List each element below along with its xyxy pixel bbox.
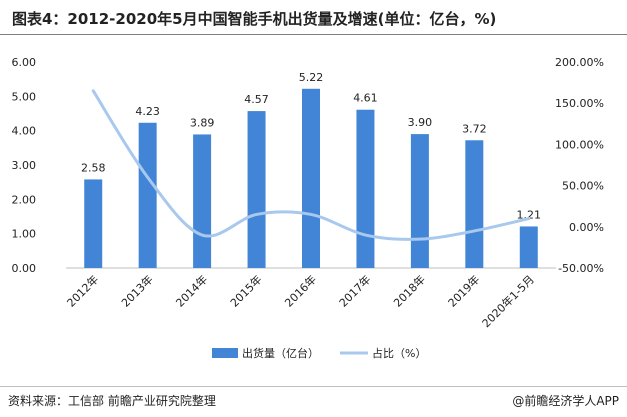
category-label: 2012年 (64, 272, 101, 309)
category-label: 2015年 (227, 272, 264, 309)
share-line (91, 89, 531, 241)
footer-divider (0, 386, 627, 387)
legend-swatch-shipments (212, 348, 238, 358)
bar (519, 226, 538, 268)
bar-value-label: 3.90 (408, 116, 433, 129)
category-label: 2014年 (173, 272, 210, 309)
right-axis-tick-label: 200.00% (555, 56, 604, 69)
legend-label-share: 占比（%） (372, 346, 426, 360)
bar-value-label: 4.57 (244, 93, 269, 106)
right-axis-tick-label: 0.00% (569, 221, 604, 234)
bar-value-label: 5.22 (299, 71, 324, 84)
brand-credit: @前瞻经济学人APP (512, 394, 619, 408)
right-axis-tick-label: 50.00% (562, 180, 604, 193)
left-axis-tick-label: 0.00 (12, 262, 37, 275)
source-note: 资料来源：工信部 前瞻产业研究院整理 (8, 394, 216, 408)
category-label: 2017年 (336, 272, 373, 309)
title-divider (0, 34, 627, 35)
left-axis-tick-label: 1.00 (12, 228, 37, 241)
bar-value-label: 4.23 (135, 105, 160, 118)
right-axis-tick-label: -50.00% (558, 262, 604, 275)
bar (84, 179, 103, 268)
bar (302, 88, 320, 268)
bar-value-label: 2.58 (81, 161, 106, 174)
bar-value-label: 1.21 (517, 208, 542, 221)
left-axis-tick-label: 3.00 (12, 159, 37, 172)
bar-value-label: 3.89 (190, 116, 215, 129)
bar (193, 134, 212, 268)
bar (247, 111, 266, 268)
right-axis-tick-label: 100.00% (555, 138, 604, 151)
bar (465, 140, 484, 268)
bar-value-label: 4.61 (353, 92, 378, 105)
category-label: 2018年 (391, 272, 428, 309)
shipments-chart: 0.00 1.00 2.00 3.00 4.00 5.00 6.00 -50.00% 0.00%… (12, 56, 605, 360)
category-label: 2020年1-5月 (479, 272, 537, 330)
left-axis-tick-label: 5.00 (12, 90, 37, 103)
left-axis-tick-label: 4.00 (12, 125, 37, 138)
chart-title: 图表4：2012-2020年5月中国智能手机出货量及增速(单位：亿台，%) (12, 10, 497, 28)
category-label: 2013年 (118, 272, 155, 309)
bar (356, 109, 375, 269)
category-label: 2016年 (282, 272, 319, 309)
category-label: 2019年 (445, 272, 482, 309)
legend-label-shipments: 出货量（亿台） (242, 346, 319, 360)
left-axis-tick-label: 6.00 (12, 56, 37, 69)
left-axis-tick-label: 2.00 (12, 193, 37, 206)
bar-value-label: 3.72 (462, 122, 487, 135)
bar (138, 122, 157, 269)
right-axis-tick-label: 150.00% (555, 97, 604, 110)
bar (410, 134, 429, 268)
